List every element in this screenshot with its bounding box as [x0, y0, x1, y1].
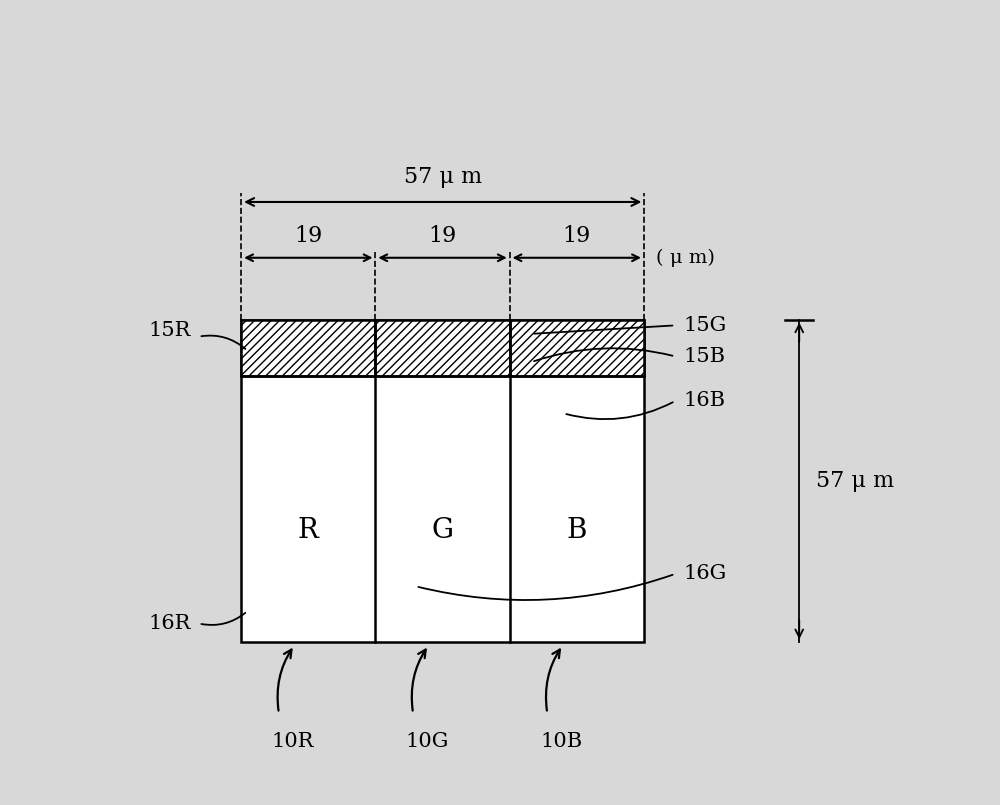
Text: 57 μ m: 57 μ m: [404, 167, 482, 188]
Text: 16R: 16R: [148, 614, 191, 633]
Text: R: R: [298, 517, 319, 544]
Text: 15B: 15B: [683, 347, 725, 366]
Bar: [241, 320, 375, 376]
Text: 10G: 10G: [405, 732, 449, 751]
Text: G: G: [432, 517, 454, 544]
Text: 19: 19: [563, 225, 591, 246]
Text: B: B: [566, 517, 587, 544]
Text: 57 μ m: 57 μ m: [816, 470, 894, 492]
Bar: [510, 320, 644, 376]
Text: 10R: 10R: [272, 732, 314, 751]
Text: ( μ m): ( μ m): [656, 249, 715, 267]
Bar: [375, 320, 510, 376]
Bar: [241, 320, 644, 642]
Text: 16B: 16B: [683, 391, 725, 411]
Text: 10B: 10B: [540, 732, 582, 751]
Text: 15G: 15G: [683, 316, 726, 335]
Text: 16G: 16G: [683, 564, 726, 584]
Text: 19: 19: [294, 225, 322, 246]
Text: 19: 19: [428, 225, 457, 246]
Text: 15R: 15R: [148, 321, 191, 340]
